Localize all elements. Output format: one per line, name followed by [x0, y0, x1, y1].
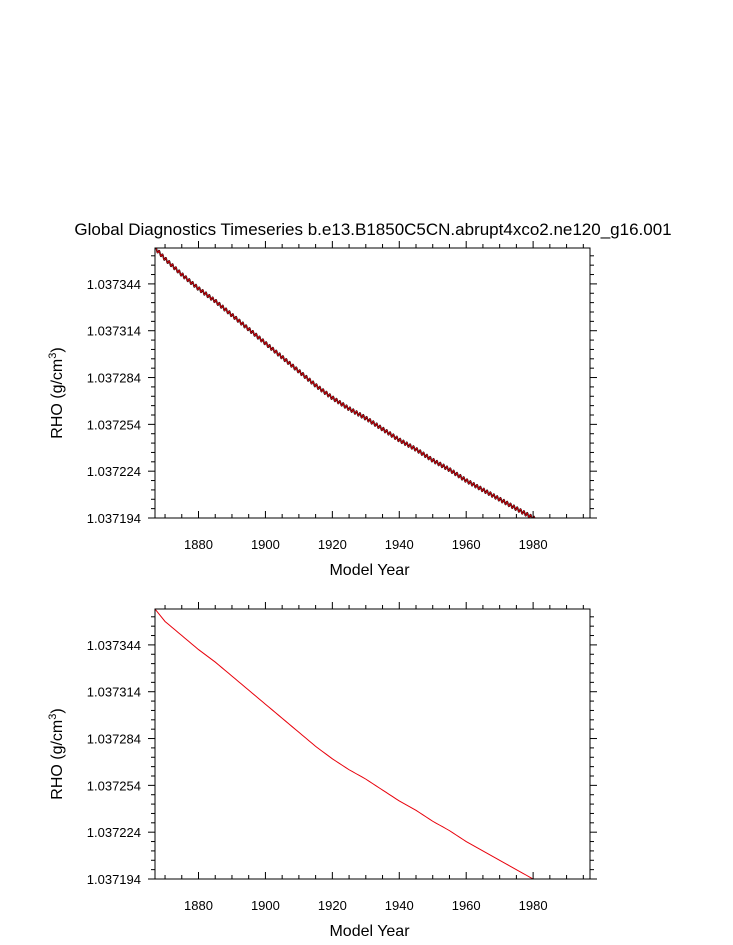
x-tick-label: 1980 [519, 537, 548, 552]
y-axis-label: RHO (g/cm3) [47, 708, 66, 799]
plot-area [155, 248, 538, 518]
x-tick-label: 1940 [385, 898, 414, 913]
y-tick-label: 1.037194 [87, 511, 141, 526]
y-axis-label-end: ) [49, 708, 66, 713]
plot-area [155, 609, 535, 879]
chart-title: Global Diagnostics Timeseries b.e13.B185… [74, 220, 671, 239]
series-line-monthly-black [155, 248, 538, 518]
x-tick-label: 1900 [251, 898, 280, 913]
y-tick-label: 1.037284 [87, 371, 141, 386]
y-tick-label: 1.037284 [87, 732, 141, 747]
series-line-annual [155, 609, 535, 879]
y-axis-label-main: RHO (g/cm [49, 359, 66, 439]
y-tick-label: 1.037344 [87, 277, 141, 292]
y-tick-label: 1.037254 [87, 417, 141, 432]
x-axis-label: Model Year [329, 923, 410, 940]
y-axis-label-main: RHO (g/cm [49, 720, 66, 800]
plot-frame [154, 608, 591, 880]
x-tick-label: 1880 [184, 898, 213, 913]
y-tick-label: 1.037224 [87, 464, 141, 479]
top-panel: 1880 1900 1920 1940 1960 1980 1.037344 1.037314… [47, 241, 597, 579]
y-tick-label: 1.037224 [87, 825, 141, 840]
y-tick-label: 1.037314 [87, 685, 141, 700]
series-line-monthly-red [155, 248, 538, 518]
x-tick-label: 1920 [318, 898, 347, 913]
bottom-panel: 1880 1900 1920 1940 1960 1980 1.037344 1.037314… [47, 602, 597, 940]
x-tick-label: 1940 [385, 537, 414, 552]
x-axis-label: Model Year [329, 562, 410, 579]
x-tick-label: 1920 [318, 537, 347, 552]
x-tick-label: 1980 [519, 898, 548, 913]
x-tick-label: 1880 [184, 537, 213, 552]
plot-frame [154, 247, 591, 519]
y-tick-label: 1.037344 [87, 638, 141, 653]
y-tick-label: 1.037254 [87, 778, 141, 793]
x-tick-label: 1900 [251, 537, 280, 552]
x-tick-label: 1960 [452, 537, 481, 552]
y-axis-label-end: ) [49, 347, 66, 352]
y-tick-label: 1.037314 [87, 324, 141, 339]
y-tick-label: 1.037194 [87, 872, 141, 887]
x-tick-label: 1960 [452, 898, 481, 913]
y-axis-label: RHO (g/cm3) [47, 347, 66, 438]
y-axis-label-superscript: 3 [47, 353, 59, 359]
y-axis-label-superscript: 3 [47, 714, 59, 720]
